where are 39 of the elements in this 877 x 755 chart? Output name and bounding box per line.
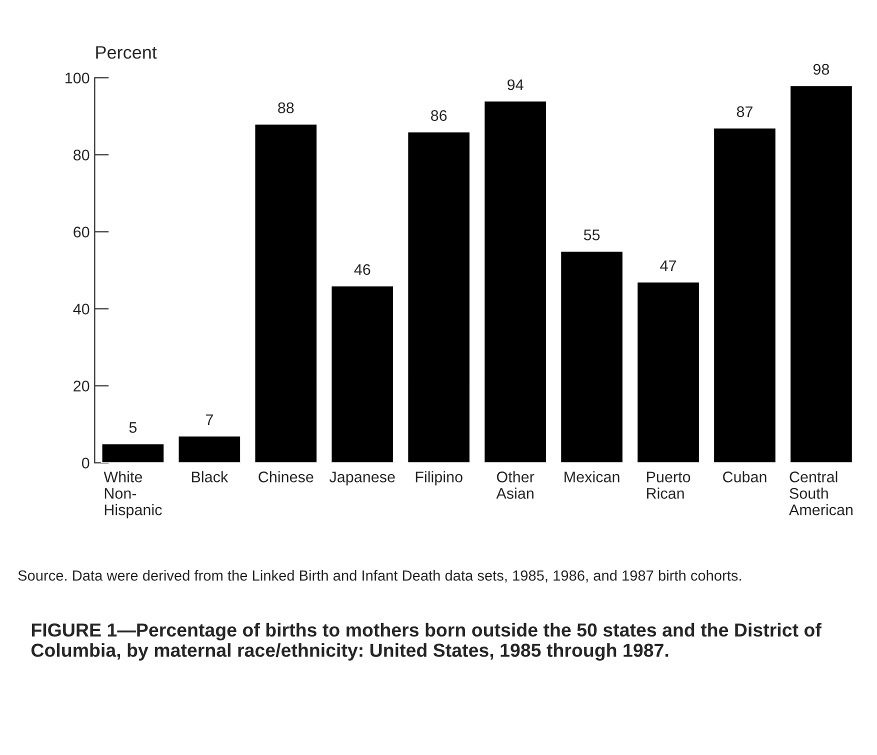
x-tick-label: Mexican [564,471,620,482]
x-tick-label: Chinese [258,471,314,482]
y-tick-label: 100 [66,72,90,84]
y-tick-label: 60 [74,226,90,238]
data-label: 87 [736,106,752,118]
bar [560,250,624,463]
x-tick-label: Japanese [329,472,395,486]
y-tick-label: 40 [73,304,90,314]
x-tick-label: Cuban [723,471,766,482]
data-label: 5 [129,422,137,433]
data-label: 94 [508,79,524,90]
data-label: 46 [354,264,370,275]
data-label: 88 [278,102,294,114]
x-tick-label: Central South American [788,471,852,516]
source-note: Source. Data were derived from the Linked Birth and Infant Death data sets, 1985, 1986, and 1987 birth cohorts. [18,570,741,582]
bar [636,281,700,463]
data-label: 55 [584,230,600,240]
x-tick-label: Filipino [416,471,462,486]
bar [254,123,318,463]
bar [712,127,777,463]
bar [100,442,166,463]
bar [483,100,548,463]
bar [177,435,242,463]
bar [789,84,854,463]
y-axis-title: Percent [96,46,157,59]
data-label: 47 [660,260,676,271]
data-label: 98 [813,64,830,75]
x-tick-label: White Non- Hispanic [104,471,162,518]
y-tick-label: 20 [74,380,90,392]
x-tick-label: Black [192,471,228,482]
x-tick-label: Puerto Rican [647,472,690,499]
y-tick-label: 0 [82,458,90,468]
data-label: 86 [431,110,447,121]
data-label: 7 [206,414,213,425]
bar [406,130,471,463]
y-tick-label: 80 [74,150,90,160]
x-tick-label: Other Asian [496,471,534,499]
bar [330,284,394,463]
text: FIGURE 1—Percentage of births to mothers born outside the 50 states and the District of Columbia, by maternal race/ethnicity: United States, 1985 through 1987. [31,622,822,661]
